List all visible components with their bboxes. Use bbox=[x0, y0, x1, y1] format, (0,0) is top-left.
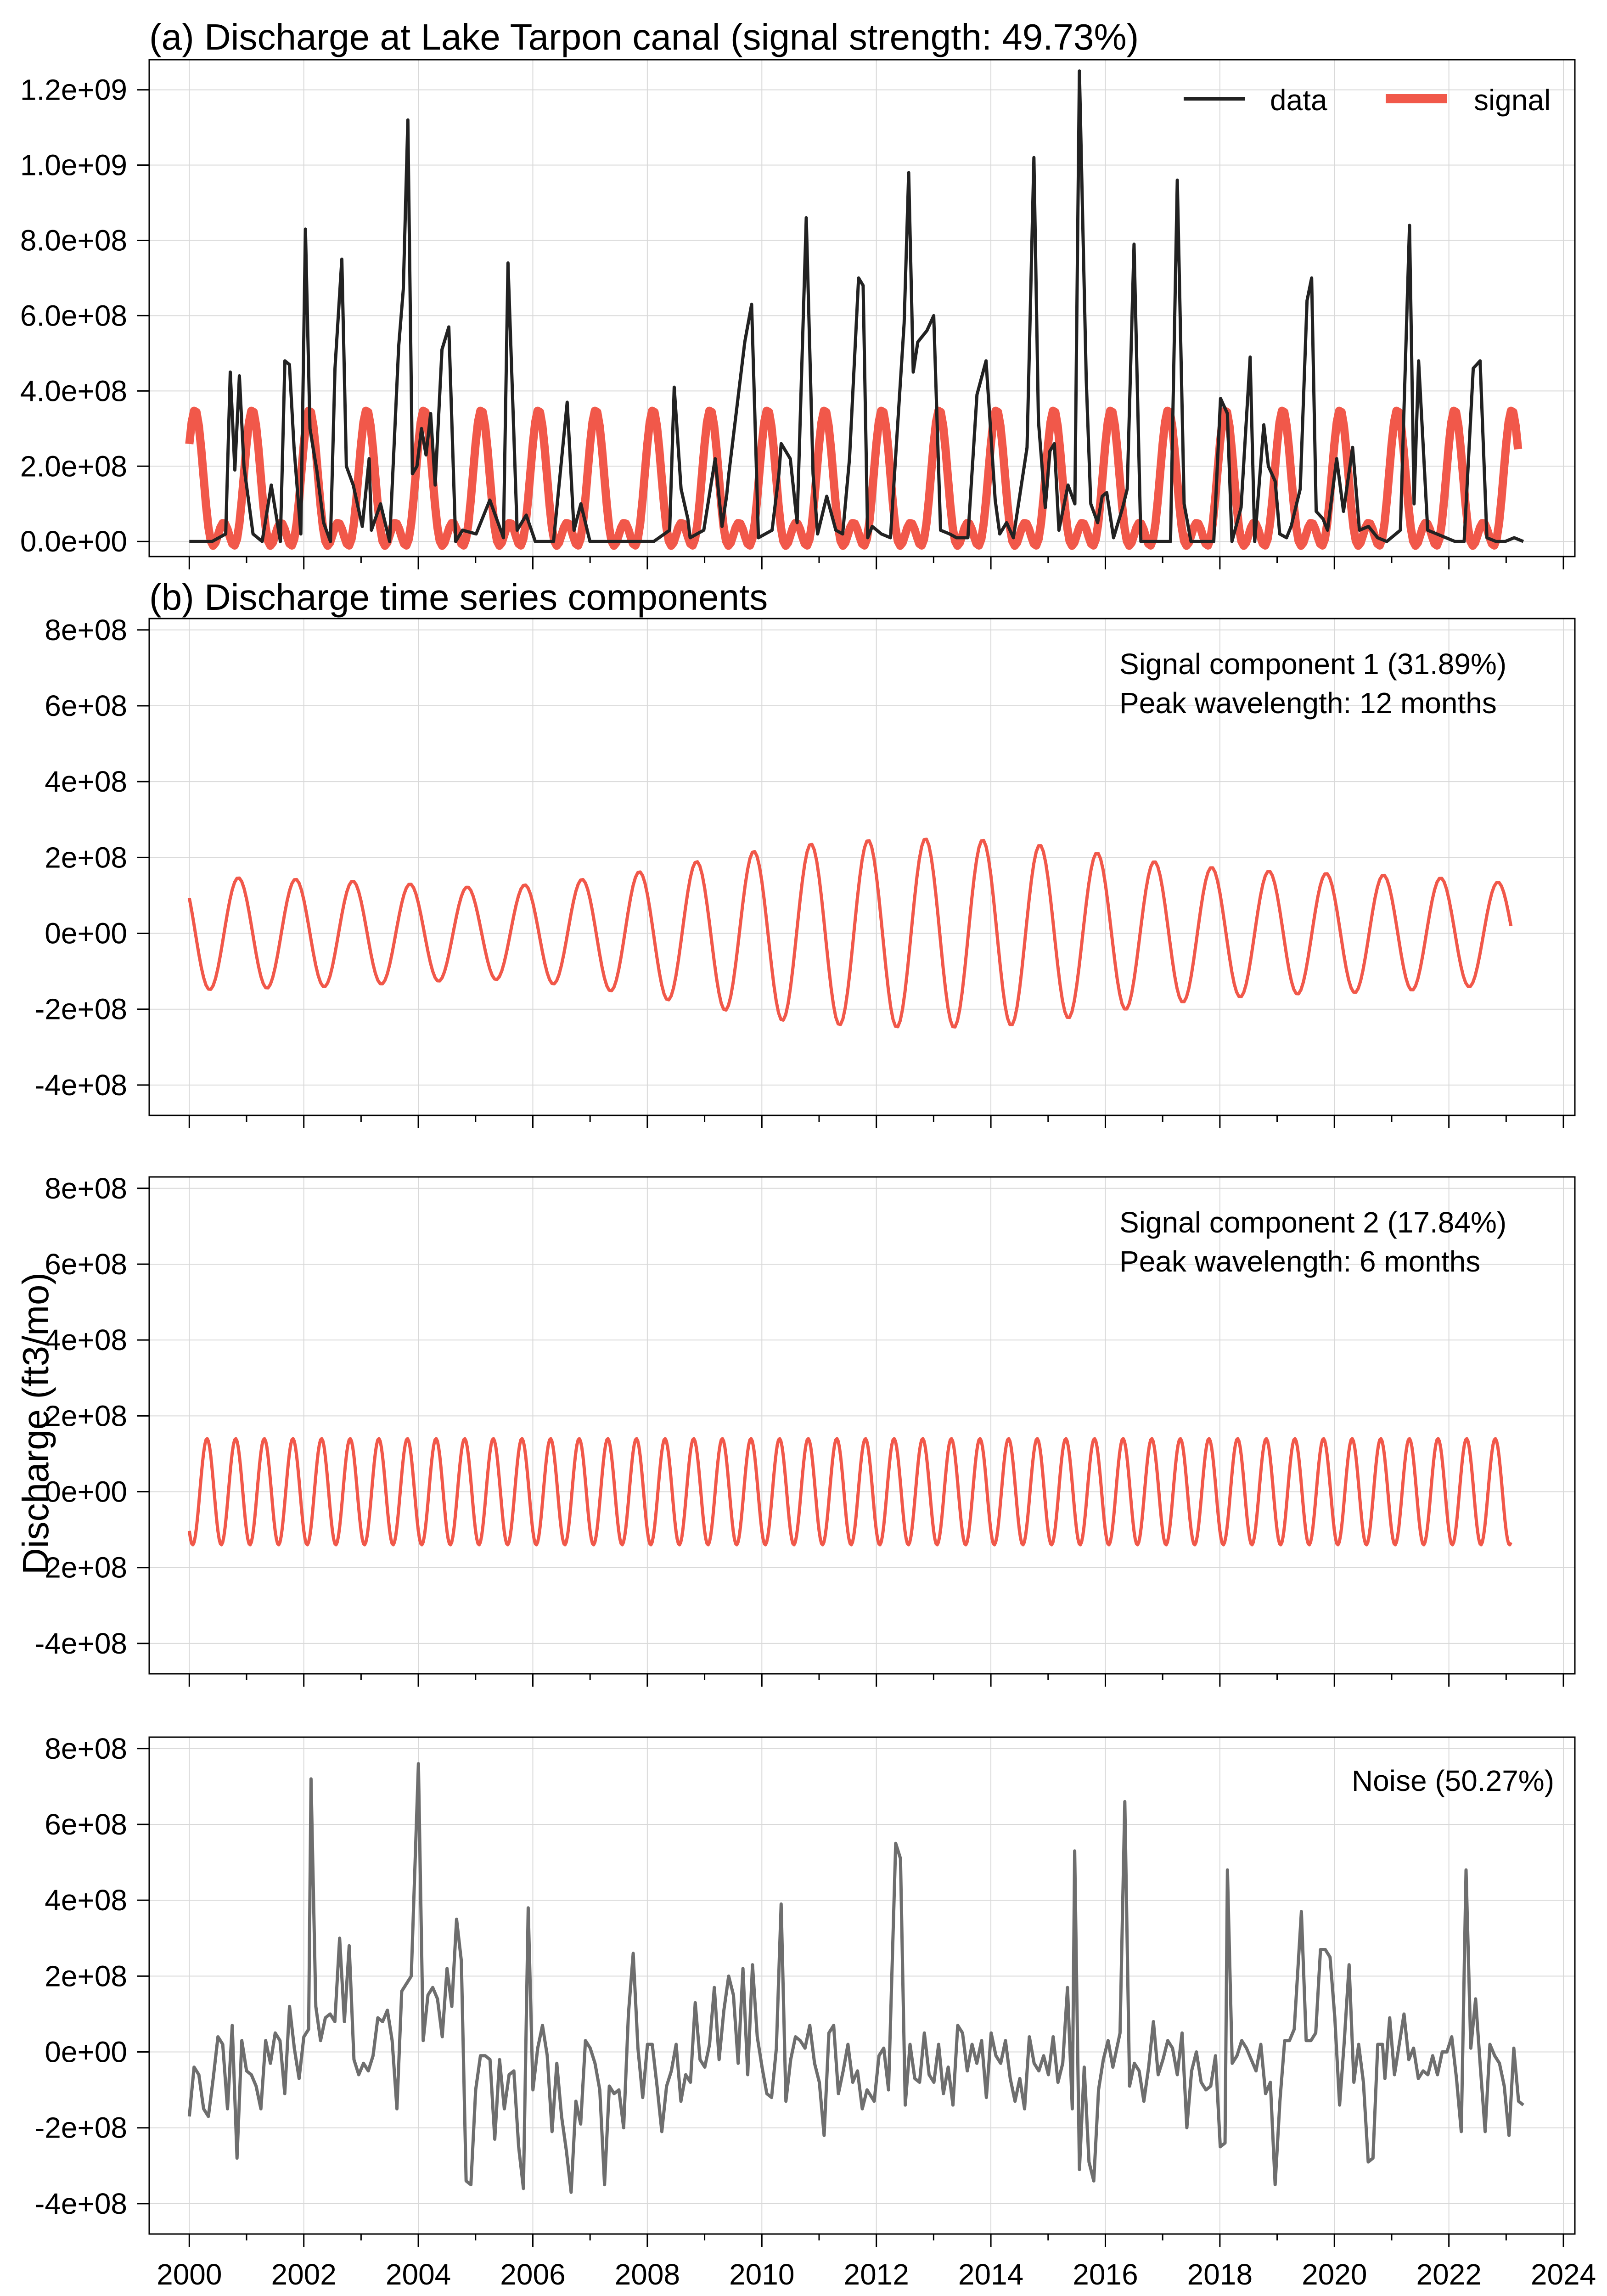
y-tick-label-1: -2e+08 bbox=[35, 993, 127, 1026]
y-tick-label-6: 1.2e+09 bbox=[20, 73, 127, 107]
y-tick-label-2: 0e+00 bbox=[45, 2036, 127, 2069]
panel-noise-y-axis: -4e+08 -2e+08 0e+00 2e+08 4e+08 6e+08 8e+08 bbox=[35, 1732, 149, 2220]
y-tick-label-3: 2e+08 bbox=[45, 841, 127, 874]
series-component-1-line bbox=[187, 838, 1513, 1029]
y-tick-label-1: -2e+08 bbox=[35, 1551, 127, 1584]
y-tick-label-2: 0e+00 bbox=[45, 917, 127, 950]
panel-a-y-axis: 0.0e+00 2.0e+08 4.0e+08 6.0e+08 8.0e+08 1.0e+… bbox=[20, 73, 149, 558]
panel-noise-frame bbox=[148, 1736, 1576, 2235]
panel-noise: -4e+08 -2e+08 0e+00 2e+08 4e+08 6e+08 8e+08 20… bbox=[35, 1732, 1596, 2291]
panel-b1-y-axis: -4e+08 -2e+08 0e+00 2e+08 4e+08 6e+08 8e+08 bbox=[35, 613, 149, 1102]
y-tick-label-1: -2e+08 bbox=[35, 2111, 127, 2144]
panel-b1-frame bbox=[148, 618, 1576, 1116]
y-tick-label-3: 2e+08 bbox=[45, 1959, 127, 1992]
panel-b2: -4e+08 -2e+08 0e+00 2e+08 4e+08 6e+08 8e+08 Si… bbox=[35, 1172, 1576, 1687]
y-tick-label-6: 8e+08 bbox=[45, 613, 127, 647]
y-tick-label-5: 6e+08 bbox=[45, 1248, 127, 1281]
panel-b-title: (b) Discharge time series components bbox=[149, 577, 768, 618]
y-tick-label-5: 1.0e+09 bbox=[20, 149, 127, 182]
y-tick-label-3: 2e+08 bbox=[45, 1399, 127, 1432]
legend-signal-label: signal bbox=[1474, 84, 1551, 117]
y-tick-label-2: 4.0e+08 bbox=[20, 374, 127, 407]
shared-y-axis-label: Discharge (ft3/mo) bbox=[15, 1272, 56, 1575]
x-tick-label-2006: 2006 bbox=[500, 2258, 565, 2291]
x-tick-label-2008: 2008 bbox=[615, 2258, 680, 2291]
y-tick-label-6: 8e+08 bbox=[45, 1732, 127, 1765]
y-tick-label-0: 0.0e+00 bbox=[20, 525, 127, 558]
panel-b1-series bbox=[187, 838, 1513, 1029]
panel-noise-grid bbox=[149, 1737, 1575, 2234]
y-tick-label-4: 4e+08 bbox=[45, 1884, 127, 1917]
panel-b1: -4e+08 -2e+08 0e+00 2e+08 4e+08 6e+08 8e+08 (b… bbox=[35, 577, 1576, 1128]
panel-b2-x-ticks bbox=[188, 1674, 1564, 1687]
panel-b2-grid bbox=[149, 1177, 1575, 1674]
x-tick-label-2024: 2024 bbox=[1531, 2258, 1596, 2291]
y-tick-label-2: 0e+00 bbox=[45, 1475, 127, 1508]
noise-annotation: Noise (50.27%) bbox=[1352, 1764, 1554, 1797]
series-noise-line bbox=[187, 1762, 1524, 2194]
x-tick-label-2010: 2010 bbox=[729, 2258, 794, 2291]
panel-b2-series bbox=[187, 1437, 1512, 1547]
panel-noise-series bbox=[187, 1762, 1524, 2194]
panel-a-series bbox=[185, 69, 1524, 550]
component-2-wavelength: Peak wavelength: 6 months bbox=[1119, 1245, 1480, 1278]
panel-b1-grid bbox=[149, 619, 1575, 1115]
panel-b1-x-ticks bbox=[188, 1115, 1564, 1128]
panel-a-x-ticks bbox=[188, 557, 1564, 569]
series-data-line bbox=[189, 69, 1524, 543]
y-tick-label-5: 6e+08 bbox=[45, 1808, 127, 1841]
x-tick-label-2016: 2016 bbox=[1073, 2258, 1138, 2291]
x-tick-label-2022: 2022 bbox=[1416, 2258, 1481, 2291]
y-tick-label-6: 8e+08 bbox=[45, 1172, 127, 1205]
y-tick-label-4: 4e+08 bbox=[45, 1323, 127, 1356]
x-tick-label-2020: 2020 bbox=[1302, 2258, 1367, 2291]
x-tick-label-2014: 2014 bbox=[958, 2258, 1023, 2291]
x-tick-label-2004: 2004 bbox=[386, 2258, 451, 2291]
series-component-2-line bbox=[187, 1437, 1512, 1547]
panel-b2-frame bbox=[148, 1176, 1576, 1675]
y-tick-label-5: 6e+08 bbox=[45, 689, 127, 722]
y-tick-label-0: -4e+08 bbox=[35, 2187, 127, 2220]
y-tick-label-4: 8.0e+08 bbox=[20, 224, 127, 257]
x-tick-label-2002: 2002 bbox=[271, 2258, 336, 2291]
panel-a-frame bbox=[148, 59, 1576, 557]
component-1-annotation: Signal component 1 (31.89%) bbox=[1119, 647, 1506, 681]
series-signal-line bbox=[185, 406, 1523, 550]
panel-noise-x-ticks: 2000 2002 2004 2006 2008 2010 2012 2014 2016 2018… bbox=[157, 2234, 1596, 2291]
y-tick-label-0: -4e+08 bbox=[35, 1069, 127, 1102]
y-tick-label-0: -4e+08 bbox=[35, 1627, 127, 1660]
legend-data-label: data bbox=[1270, 84, 1327, 117]
y-tick-label-4: 4e+08 bbox=[45, 765, 127, 798]
y-tick-label-3: 6.0e+08 bbox=[20, 299, 127, 332]
panel-b2-y-axis: -4e+08 -2e+08 0e+00 2e+08 4e+08 6e+08 8e+08 bbox=[35, 1172, 149, 1660]
x-tick-label-2018: 2018 bbox=[1187, 2258, 1253, 2291]
panel-a-legend: data signal bbox=[1184, 84, 1551, 117]
y-tick-label-1: 2.0e+08 bbox=[20, 450, 127, 483]
x-tick-label-2000: 2000 bbox=[157, 2258, 222, 2291]
component-1-wavelength: Peak wavelength: 12 months bbox=[1119, 687, 1497, 720]
component-2-annotation: Signal component 2 (17.84%) bbox=[1119, 1206, 1506, 1239]
panel-a-title: (a) Discharge at Lake Tarpon canal (sign… bbox=[149, 17, 1139, 57]
x-tick-label-2012: 2012 bbox=[843, 2258, 909, 2291]
panel-a: 0.0e+00 2.0e+08 4.0e+08 6.0e+08 8.0e+08 1.0e+… bbox=[20, 17, 1576, 569]
